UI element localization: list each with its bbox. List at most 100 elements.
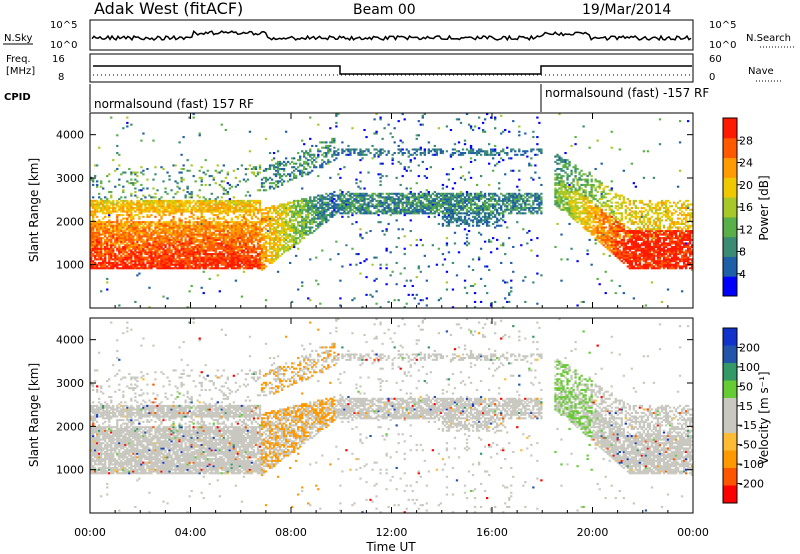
power-cell bbox=[401, 152, 404, 155]
power-cell bbox=[282, 180, 286, 183]
power-cell bbox=[138, 244, 141, 247]
power-cell bbox=[252, 249, 256, 252]
power-cell bbox=[321, 166, 324, 169]
power-cell bbox=[258, 237, 262, 240]
power-cell bbox=[431, 212, 435, 215]
power-cell bbox=[188, 231, 191, 234]
power-cell bbox=[166, 242, 169, 245]
power-cell bbox=[92, 247, 95, 250]
power-cell bbox=[449, 153, 453, 156]
power-cell bbox=[154, 249, 157, 252]
date-label: 19/Mar/2014 bbox=[582, 2, 671, 18]
power-cell bbox=[321, 215, 324, 218]
power-cell bbox=[102, 265, 105, 268]
power-cell bbox=[351, 247, 354, 250]
power-cell bbox=[437, 203, 441, 206]
power-cell bbox=[202, 217, 205, 220]
power-cell bbox=[252, 226, 256, 229]
power-cell bbox=[148, 265, 151, 268]
power-cell bbox=[154, 244, 157, 247]
power-cell bbox=[399, 192, 402, 195]
power-cell bbox=[475, 196, 479, 199]
power-cell bbox=[258, 201, 262, 204]
power-cell bbox=[152, 210, 155, 213]
power-cell bbox=[379, 183, 382, 186]
power-cell bbox=[347, 205, 350, 208]
power-cell bbox=[90, 201, 93, 204]
power-cell bbox=[238, 228, 242, 231]
power-cell bbox=[166, 205, 169, 208]
power-cell bbox=[178, 206, 181, 210]
power-cell bbox=[184, 240, 187, 243]
power-cell bbox=[216, 267, 219, 270]
power-cell bbox=[365, 194, 368, 197]
power-cell bbox=[146, 203, 149, 206]
power-cell bbox=[439, 199, 443, 202]
power-cell bbox=[106, 231, 109, 234]
power-cell bbox=[291, 238, 294, 241]
power-cell bbox=[90, 205, 93, 208]
power-cell bbox=[331, 215, 334, 218]
power-cell bbox=[106, 221, 109, 224]
power-cell bbox=[437, 127, 441, 130]
power-cell bbox=[337, 253, 340, 256]
power-cell bbox=[459, 198, 463, 201]
power-cell bbox=[164, 244, 167, 247]
power-cell bbox=[190, 245, 193, 249]
power-cell bbox=[319, 164, 322, 167]
power-cell bbox=[176, 235, 179, 238]
power-cell bbox=[114, 240, 117, 243]
power-cell bbox=[178, 254, 181, 257]
power-cell bbox=[132, 260, 135, 263]
power-cell bbox=[104, 247, 107, 250]
power-cell bbox=[122, 208, 125, 211]
power-cell bbox=[154, 224, 157, 227]
power-cell bbox=[343, 206, 346, 210]
power-cell bbox=[349, 152, 352, 155]
power-cell bbox=[278, 231, 282, 234]
power-cell bbox=[427, 201, 430, 204]
power-cell bbox=[280, 203, 284, 206]
power-cell bbox=[455, 221, 459, 224]
power-cell bbox=[198, 224, 201, 227]
power-cell bbox=[124, 258, 127, 261]
power-cell bbox=[158, 254, 161, 257]
power-cell bbox=[100, 199, 103, 202]
power-cell bbox=[359, 205, 362, 208]
power-cell bbox=[198, 249, 201, 252]
power-cell bbox=[445, 196, 449, 199]
power-cell bbox=[248, 254, 252, 257]
power-cell bbox=[286, 203, 290, 206]
power-cell bbox=[108, 222, 111, 225]
power-cell bbox=[218, 242, 221, 245]
power-cell bbox=[136, 221, 139, 224]
power-cell bbox=[150, 256, 153, 259]
power-cell bbox=[453, 206, 457, 210]
power-cell bbox=[272, 260, 276, 263]
power-cell bbox=[112, 210, 115, 213]
power-cell bbox=[303, 233, 306, 236]
power-cell bbox=[250, 265, 254, 268]
power-cell bbox=[262, 244, 266, 247]
power-cell bbox=[477, 148, 481, 151]
power-cell bbox=[473, 283, 477, 286]
power-cell bbox=[280, 175, 284, 178]
power-cell bbox=[447, 198, 451, 201]
power-cell bbox=[268, 187, 272, 190]
power-cell bbox=[236, 235, 240, 238]
power-cell bbox=[100, 242, 103, 245]
power-cell bbox=[242, 270, 246, 273]
power-cell bbox=[307, 215, 310, 218]
power-cell bbox=[419, 194, 422, 197]
power-cell bbox=[373, 192, 376, 195]
power-cell bbox=[339, 208, 342, 211]
power-cell bbox=[248, 130, 252, 133]
power-cell bbox=[188, 256, 191, 259]
power-cell bbox=[158, 238, 161, 241]
power-cell bbox=[299, 215, 302, 218]
power-cell bbox=[182, 267, 185, 270]
power-cell bbox=[178, 203, 181, 206]
power-cell bbox=[471, 224, 475, 227]
power-cell bbox=[399, 162, 402, 165]
power-cell bbox=[224, 251, 227, 254]
